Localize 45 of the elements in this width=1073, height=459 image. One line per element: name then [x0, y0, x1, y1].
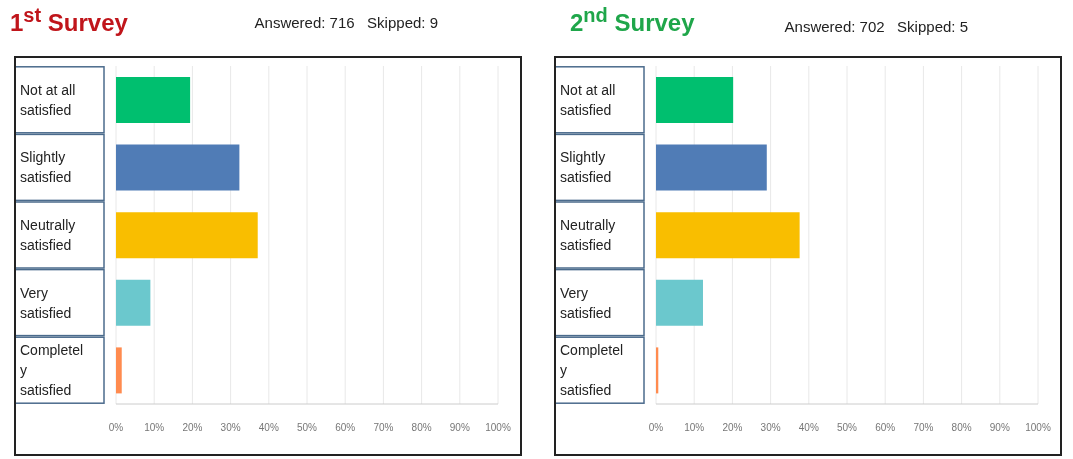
- x-tick-label: 30%: [220, 422, 241, 434]
- x-tick-label: 90%: [449, 422, 470, 434]
- y-tick-label: Not at all satisfied: [20, 81, 76, 118]
- x-tick-label: 70%: [913, 422, 934, 434]
- x-tick-label: 80%: [411, 422, 432, 434]
- y-tick-label: Not at all satisfied: [560, 81, 616, 118]
- x-tick-label: 50%: [296, 422, 318, 434]
- bar: [656, 279, 703, 326]
- chart-title: 2$^{nd}$ Survey: [570, 4, 695, 37]
- y-tick-label: Slightly satisfied: [20, 149, 72, 186]
- x-tick-label: 40%: [798, 422, 819, 434]
- y-tick-label: Neutrally satisfied: [560, 217, 616, 253]
- bar: [116, 77, 191, 123]
- x-tick-label: 90%: [989, 422, 1010, 434]
- y-tick-label: Completely satisfied: [20, 342, 84, 399]
- bar: [656, 77, 734, 123]
- bar: [116, 279, 151, 326]
- x-tick-label: 80%: [951, 422, 972, 434]
- y-tick-label: Completely satisfied: [560, 342, 624, 399]
- y-tick-label: Slightly satisfied: [560, 149, 612, 186]
- y-tick-label: Neutrally satisfied: [20, 217, 76, 253]
- y-tick-label: Very satisfied: [20, 284, 72, 321]
- x-tick-label: 20%: [182, 422, 203, 434]
- bar: [116, 144, 240, 191]
- x-tick-label: 10%: [684, 422, 705, 434]
- x-tick-label: 20%: [722, 422, 743, 434]
- bar: [116, 212, 258, 259]
- bar: [116, 347, 122, 394]
- x-tick-label: 30%: [760, 422, 781, 434]
- chart-title: 1$^{st}$ Survey: [10, 4, 128, 37]
- x-tick-label: 0%: [648, 422, 664, 434]
- x-tick-label: 10%: [144, 422, 165, 434]
- bar: [656, 144, 767, 191]
- chart-subtitle: Answered: 716 Skipped: 9: [253, 14, 438, 31]
- x-tick-label: 0%: [108, 422, 124, 434]
- x-tick-label: 40%: [258, 422, 279, 434]
- x-tick-label: 70%: [373, 422, 394, 434]
- chart-subtitle: Answered: 702 Skipped: 5: [783, 18, 968, 35]
- x-tick-label: 50%: [836, 422, 858, 434]
- x-tick-label: 60%: [875, 422, 896, 434]
- bar: [656, 212, 800, 259]
- y-tick-label: Very satisfied: [560, 284, 612, 321]
- x-tick-label: 100%: [485, 422, 511, 434]
- x-tick-label: 60%: [335, 422, 356, 434]
- x-tick-label: 100%: [1025, 422, 1051, 434]
